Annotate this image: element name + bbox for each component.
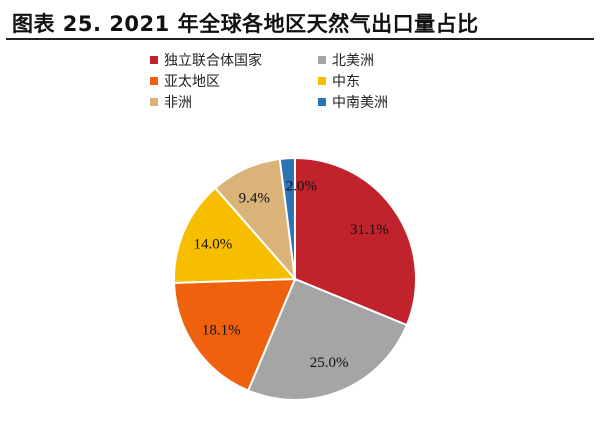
legend-swatch-2 — [150, 77, 158, 85]
slice-label-2: 18.1% — [202, 323, 241, 339]
pie-chart: 31.1% 25.0% 18.1% 14.0% 9.4% 2.0% — [173, 156, 417, 401]
pie-slice-2 — [173, 277, 297, 392]
chart-title: 图表 25. 2021 年全球各地区天然气出口量占比 — [12, 12, 479, 36]
legend-swatch-5 — [318, 98, 326, 106]
legend-label-4: 非洲 — [164, 95, 192, 111]
legend-swatch-1 — [318, 56, 326, 64]
slice-label-1: 25.0% — [310, 355, 349, 371]
title-bar: 图表 25. 2021 年全球各地区天然气出口量占比 — [6, 4, 594, 40]
slice-label-0: 31.1% — [350, 222, 389, 238]
slice-label-5: 2.0% — [286, 179, 317, 195]
chart-area: 31.1% 25.0% 18.1% 14.0% 9.4% 2.0% — [0, 120, 600, 422]
title-divider — [6, 38, 594, 40]
legend-label-5: 中南美洲 — [332, 95, 388, 111]
legend-swatch-3 — [318, 77, 326, 85]
chart-legend: 独立联合体国家 北美洲 亚太地区 中东 非洲 中南美洲 — [150, 50, 450, 114]
legend-item-5: 中南美洲 — [318, 92, 388, 112]
legend-label-0: 独立联合体国家 — [164, 53, 262, 69]
legend-label-1: 北美洲 — [332, 53, 374, 69]
legend-label-2: 亚太地区 — [164, 74, 220, 90]
legend-swatch-0 — [150, 56, 158, 64]
legend-item-3: 中东 — [318, 71, 360, 91]
pie-slice-0 — [294, 156, 417, 327]
slice-label-4: 9.4% — [239, 190, 270, 206]
legend-label-3: 中东 — [332, 74, 360, 90]
legend-swatch-4 — [150, 98, 158, 106]
slice-label-3: 14.0% — [194, 236, 233, 252]
legend-item-0: 独立联合体国家 — [150, 50, 262, 70]
pie-slice-1 — [246, 277, 409, 401]
legend-item-1: 北美洲 — [318, 50, 374, 70]
legend-item-4: 非洲 — [150, 92, 192, 112]
pie-slice-5 — [278, 156, 296, 280]
legend-item-2: 亚太地区 — [150, 71, 220, 91]
pie-slice-3 — [173, 186, 298, 284]
